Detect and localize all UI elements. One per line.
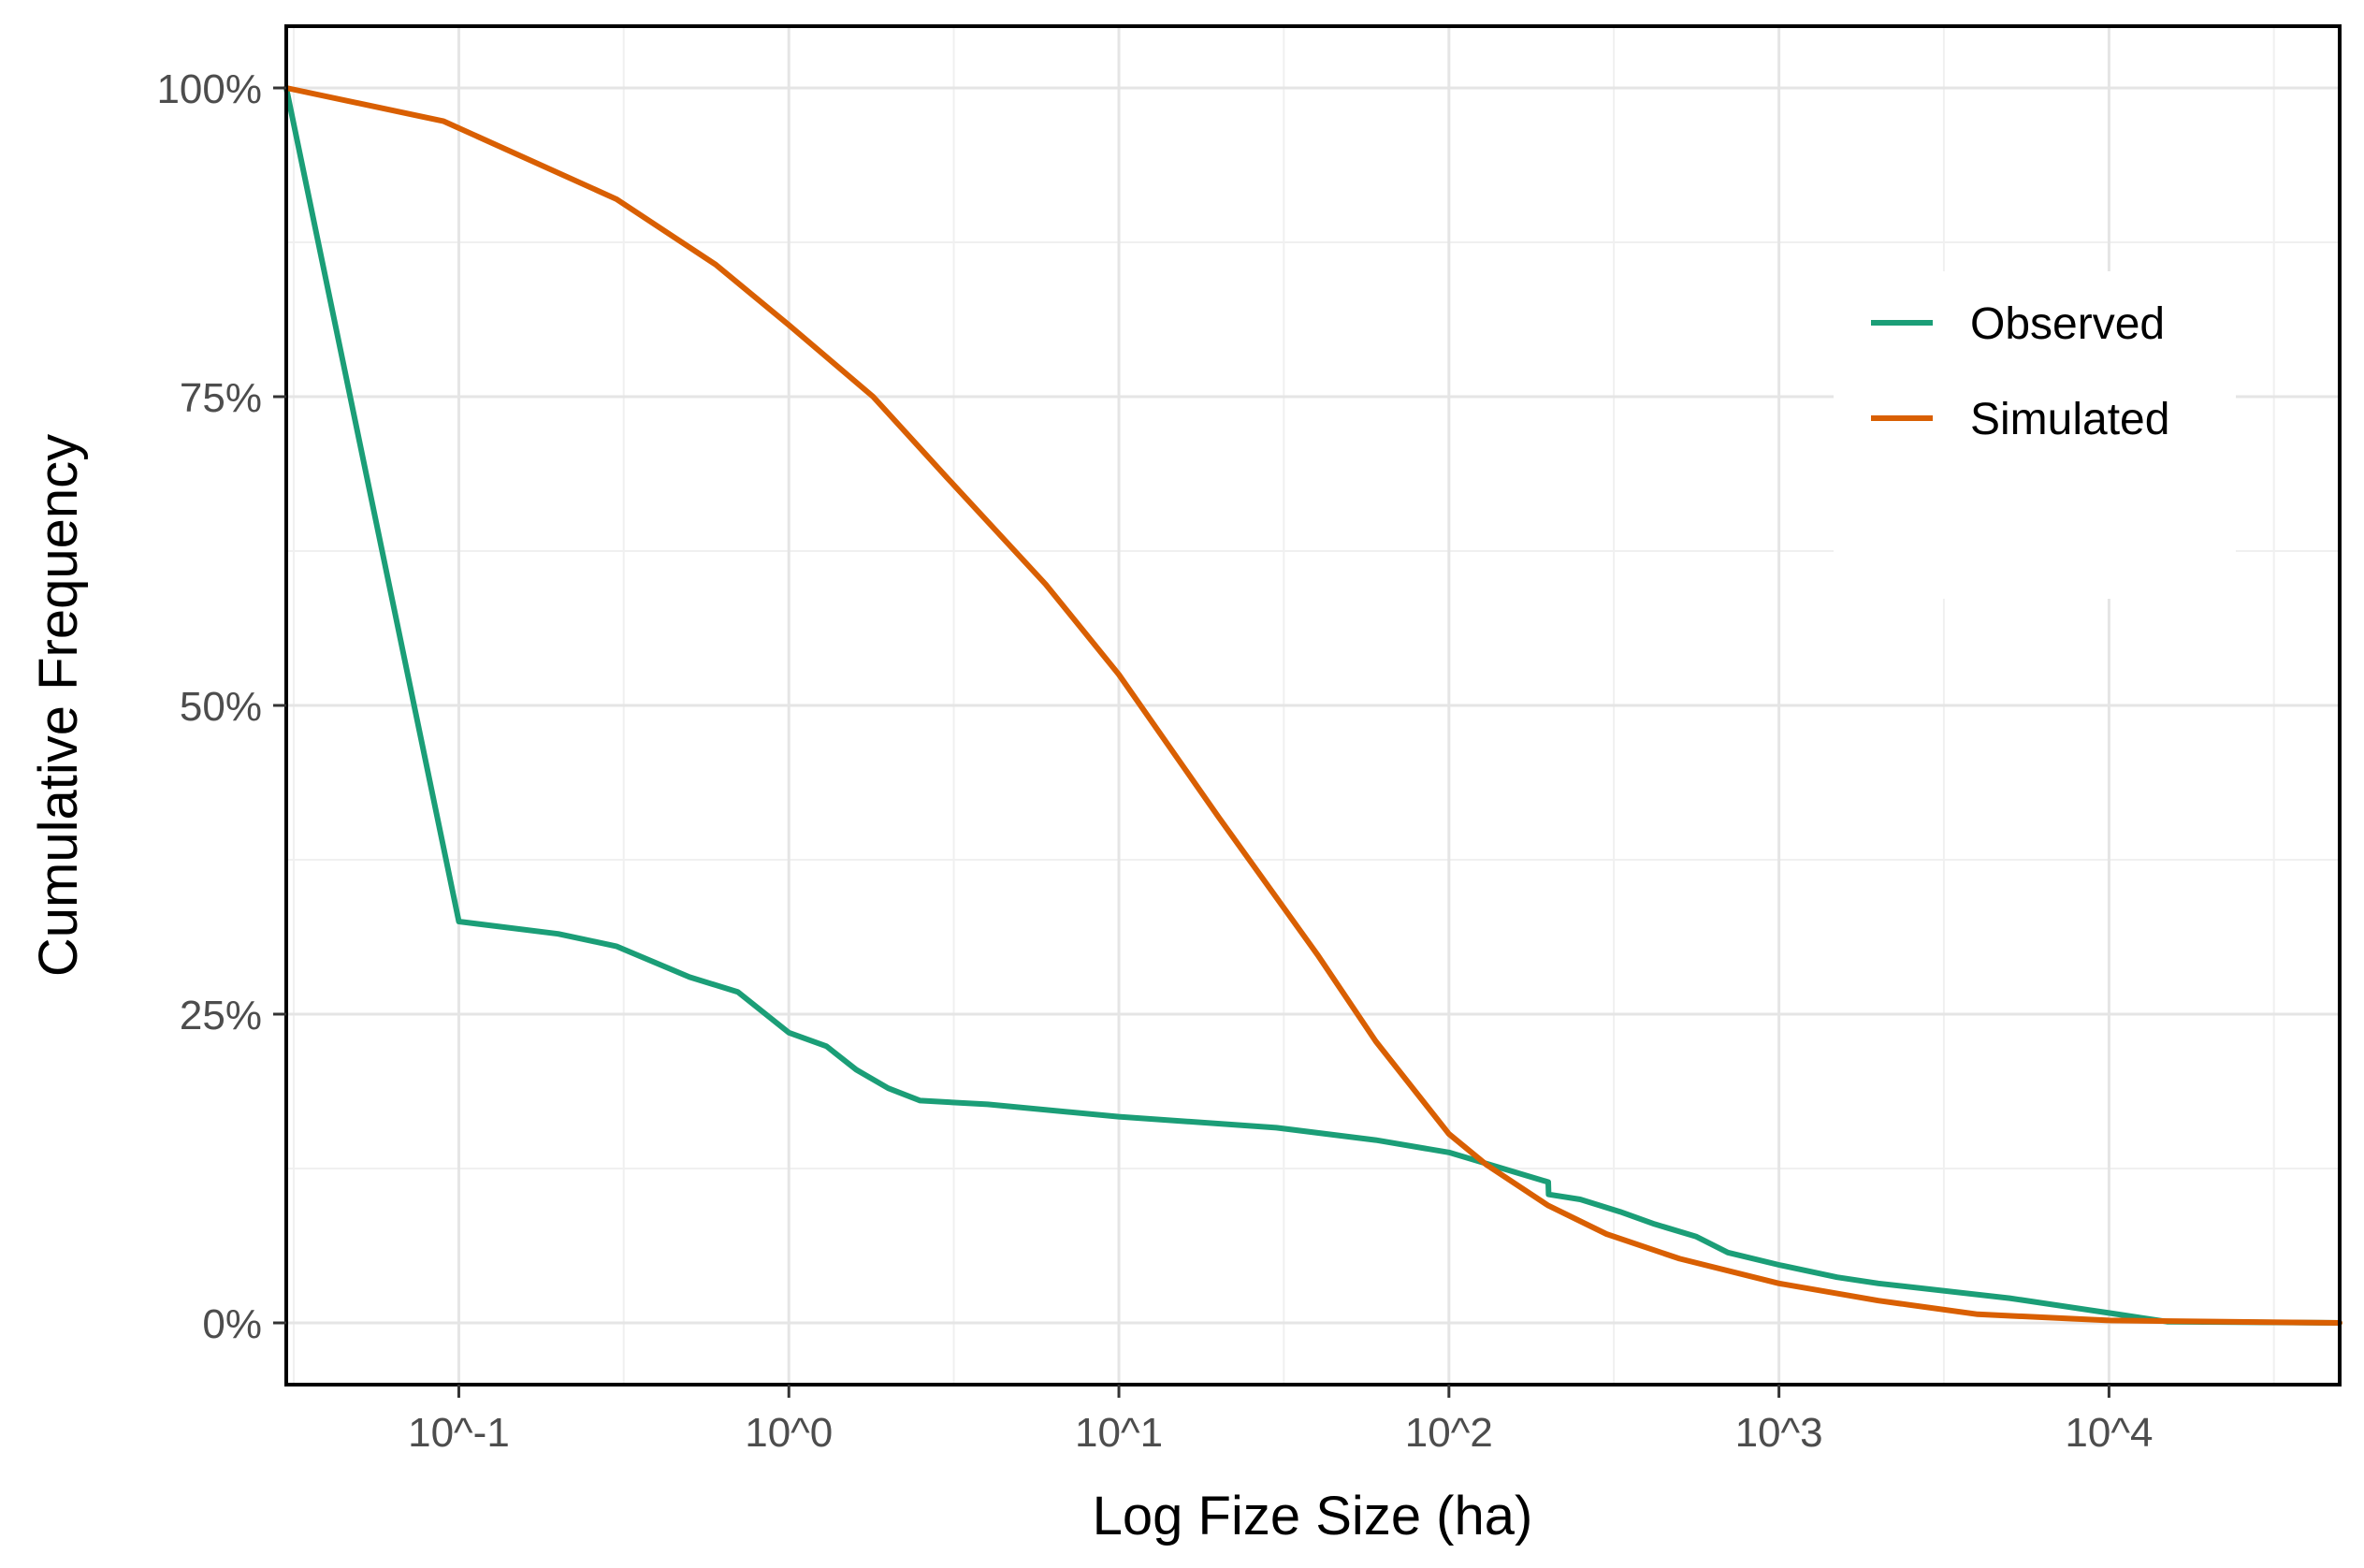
legend-label-simulated: Simulated <box>1970 395 2169 444</box>
x-tick-label: 10^3 <box>1735 1410 1823 1456</box>
y-tick-label: 25% <box>180 993 262 1038</box>
series-line-observed <box>283 85 2342 1326</box>
x-tick-label: 10^1 <box>1075 1410 1163 1456</box>
legend: Observed Simulated <box>1834 271 2236 599</box>
x-tick-label: 10^4 <box>2065 1410 2153 1456</box>
y-axis: 0% 25% 50% 75% 100% <box>156 66 286 1347</box>
y-tick-label: 75% <box>180 375 262 421</box>
y-tick-label: 100% <box>156 66 262 112</box>
series-line-simulated <box>283 85 2342 1326</box>
y-tick-label: 0% <box>202 1301 262 1347</box>
series-lines <box>283 85 2342 1326</box>
legend-background <box>1834 271 2236 599</box>
y-tick-label: 50% <box>180 684 262 730</box>
grid-major <box>286 26 2340 1385</box>
x-axis-title: Log Fize Size (ha) <box>1093 1486 1533 1546</box>
x-tick-label: 10^0 <box>745 1410 833 1456</box>
x-tick-label: 10^2 <box>1405 1410 1493 1456</box>
x-axis: 10^-1 10^0 10^1 10^2 10^3 10^4 <box>408 1385 2153 1456</box>
legend-label-observed: Observed <box>1970 299 2165 349</box>
x-tick-label: 10^-1 <box>408 1410 510 1456</box>
y-axis-title: Cumulative Frequency <box>28 434 89 977</box>
